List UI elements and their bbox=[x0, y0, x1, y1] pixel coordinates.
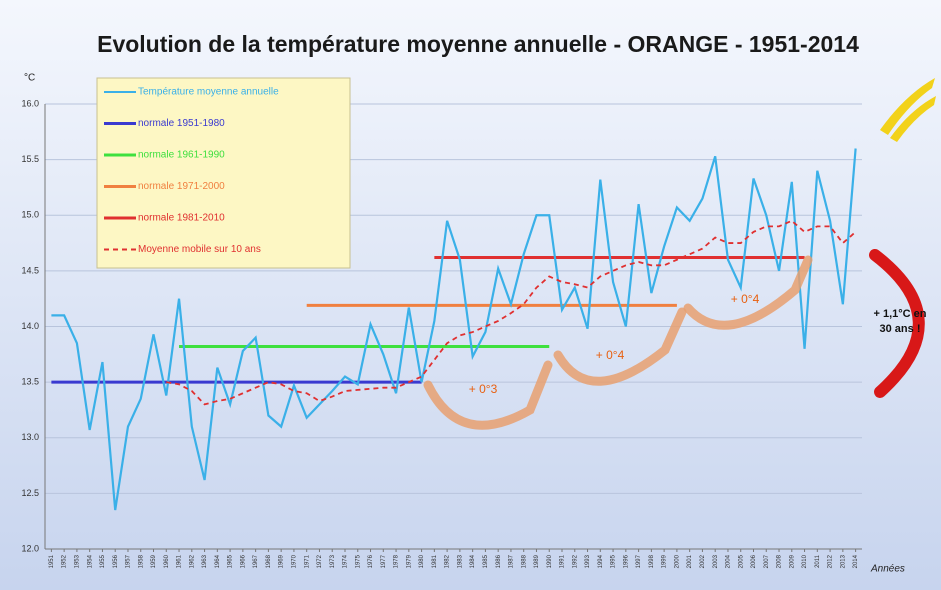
x-tick-label: 2002 bbox=[700, 554, 706, 568]
logo bbox=[880, 78, 936, 142]
x-tick-label: 1986 bbox=[496, 554, 502, 568]
x-tick-label: 1956 bbox=[113, 554, 119, 568]
legend-label: Température moyenne annuelle bbox=[138, 87, 279, 98]
x-tick-label: 2010 bbox=[802, 554, 808, 568]
y-axis-label: °C bbox=[24, 73, 35, 84]
series-line bbox=[51, 148, 857, 511]
x-tick-label: 1961 bbox=[177, 554, 183, 568]
x-tick-label: 2008 bbox=[777, 554, 783, 568]
x-tick-label: 2006 bbox=[751, 554, 757, 568]
x-tick-label: 1953 bbox=[74, 554, 80, 568]
legend-label: normale 1971-2000 bbox=[138, 181, 225, 192]
x-tick-label: 1974 bbox=[343, 554, 349, 568]
x-tick-label: 1979 bbox=[406, 554, 412, 568]
x-tick-label: 2012 bbox=[828, 554, 834, 568]
y-tick-label: 12.0 bbox=[21, 543, 39, 553]
y-tick-label: 13.0 bbox=[21, 432, 39, 442]
x-tick-label: 1967 bbox=[253, 554, 259, 568]
x-tick-label: 2003 bbox=[713, 554, 719, 568]
x-tick-label: 1989 bbox=[534, 554, 540, 568]
x-tick-label: 1952 bbox=[62, 554, 68, 568]
chart-title: Evolution de la température moyenne annu… bbox=[97, 31, 859, 57]
x-tick-label: 2004 bbox=[726, 554, 732, 568]
x-tick-label: 1987 bbox=[509, 554, 515, 568]
x-tick-label: 2007 bbox=[764, 554, 770, 568]
x-tick-label: 1954 bbox=[87, 554, 93, 568]
x-tick-label: 2000 bbox=[674, 554, 680, 568]
x-tick-label: 1990 bbox=[547, 554, 553, 568]
x-tick-label: 1971 bbox=[304, 554, 310, 568]
x-tick-label: 1996 bbox=[623, 554, 629, 568]
arrows bbox=[423, 249, 925, 430]
legend bbox=[96, 77, 351, 269]
side-note: 30 ans ! bbox=[880, 323, 921, 335]
x-tick-label: 1973 bbox=[330, 554, 336, 568]
x-tick-label: 1988 bbox=[521, 554, 527, 568]
x-tick-label: 1955 bbox=[100, 554, 106, 568]
y-tick-label: 15.5 bbox=[21, 154, 39, 164]
x-tick-label: 1951 bbox=[49, 554, 55, 568]
x-tick-label: 1960 bbox=[164, 554, 170, 568]
x-tick-label: 1980 bbox=[419, 554, 425, 568]
side-note: + 1,1°C en bbox=[873, 308, 926, 320]
x-tick-label: 1982 bbox=[445, 554, 451, 568]
x-tick-label: 1997 bbox=[636, 554, 642, 568]
x-tick-label: 1963 bbox=[202, 554, 208, 568]
x-tick-label: 1959 bbox=[151, 554, 157, 568]
x-tick-label: 2014 bbox=[853, 554, 859, 568]
x-tick-label: 1984 bbox=[470, 554, 476, 568]
x-tick-label: 1977 bbox=[381, 554, 387, 568]
x-tick-label: 2013 bbox=[840, 554, 846, 568]
x-tick-label: 1978 bbox=[394, 554, 400, 568]
y-tick-label: 15.0 bbox=[21, 210, 39, 220]
x-tick-label: 1976 bbox=[368, 554, 374, 568]
x-tick-label: 2009 bbox=[789, 554, 795, 568]
x-tick-label: 1991 bbox=[560, 554, 566, 568]
annotation: + 0°4 bbox=[731, 292, 760, 306]
x-tick-label: 1968 bbox=[266, 554, 272, 568]
x-tick-label: 1985 bbox=[483, 554, 489, 568]
x-tick-label: 1970 bbox=[292, 554, 298, 568]
x-tick-label: 2001 bbox=[687, 554, 693, 568]
x-tick-label: 1972 bbox=[317, 554, 323, 568]
x-tick-label: 2005 bbox=[738, 554, 744, 568]
annotation: + 0°3 bbox=[469, 382, 498, 396]
legend-entries: Température moyenne annuelle normale 1951… bbox=[104, 87, 279, 255]
x-tick-label: 1999 bbox=[662, 554, 668, 568]
y-tick-label: 14.0 bbox=[21, 321, 39, 331]
x-axis-label: Années bbox=[870, 564, 905, 575]
x-tick-label: 1994 bbox=[598, 554, 604, 568]
y-tick-label: 12.5 bbox=[21, 488, 39, 498]
x-tick-label: 1981 bbox=[432, 554, 438, 568]
x-tick-label: 1965 bbox=[228, 554, 234, 568]
x-tick-label: 2011 bbox=[815, 554, 821, 568]
x-tick-label: 1957 bbox=[126, 554, 132, 568]
legend-label: normale 1981-2010 bbox=[138, 213, 225, 224]
x-tick-label: 1998 bbox=[649, 554, 655, 568]
series-line bbox=[166, 219, 857, 406]
y-tick-label: 14.5 bbox=[21, 265, 39, 275]
legend-label: Moyenne mobile sur 10 ans bbox=[138, 244, 261, 255]
x-tick-label: 1993 bbox=[585, 554, 591, 568]
y-tick-label: 13.5 bbox=[21, 377, 39, 387]
legend-label: normale 1951-1980 bbox=[138, 118, 225, 129]
x-tick-label: 1966 bbox=[240, 554, 246, 568]
y-tick-label: 16.0 bbox=[21, 98, 39, 108]
legend-label: normale 1961-1990 bbox=[138, 150, 225, 161]
x-tick-label: 1975 bbox=[355, 554, 361, 568]
x-tick-label: 1969 bbox=[279, 554, 285, 568]
x-tick-label: 1958 bbox=[138, 554, 144, 568]
x-tick-label: 1964 bbox=[215, 554, 221, 568]
annotation: + 0°4 bbox=[596, 348, 625, 362]
x-tick-label: 1992 bbox=[572, 554, 578, 568]
x-tick-label: 1983 bbox=[457, 554, 463, 568]
x-tick-label: 1995 bbox=[611, 554, 617, 568]
x-tick-label: 1962 bbox=[189, 554, 195, 568]
